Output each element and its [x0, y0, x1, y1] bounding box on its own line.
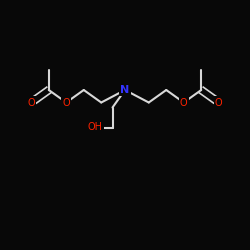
Text: O: O	[62, 98, 70, 108]
Text: OH: OH	[88, 122, 102, 132]
Text: O: O	[180, 98, 188, 108]
Text: O: O	[215, 98, 222, 108]
Text: N: N	[120, 85, 130, 95]
Text: O: O	[28, 98, 35, 108]
